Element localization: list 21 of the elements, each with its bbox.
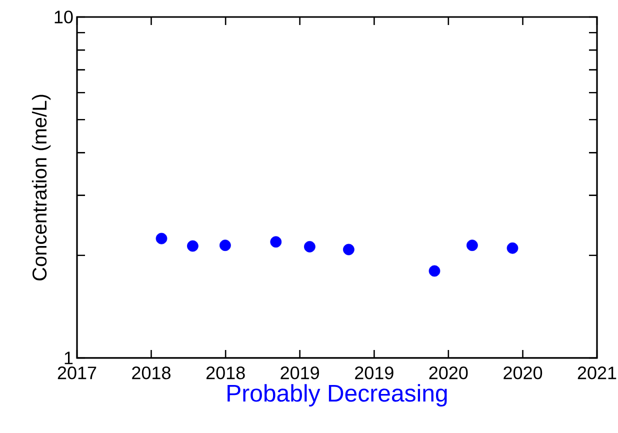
y-axis-title: Concentration (me/L) — [32, 94, 51, 280]
x-tick-label: 2019 — [280, 366, 319, 380]
x-tick-label: 2018 — [206, 366, 245, 380]
y-tick-label: 1 — [64, 352, 73, 364]
x-tick-label: 2020 — [429, 366, 468, 380]
x-tick-label: 2021 — [578, 366, 616, 380]
point — [187, 240, 198, 252]
point — [156, 232, 168, 244]
x-tick-label: 2020 — [504, 366, 542, 380]
point — [466, 240, 478, 252]
point — [343, 244, 354, 256]
x-tick-label: 2017 — [58, 366, 96, 380]
point — [506, 242, 518, 254]
x-tick-label: 2019 — [355, 366, 394, 380]
x-axis-title: Probably Decreasing — [228, 384, 447, 407]
point — [428, 265, 440, 277]
y-tick-label: 10 — [54, 10, 73, 24]
point — [270, 236, 282, 248]
point — [304, 241, 316, 252]
point — [220, 240, 231, 252]
x-tick-label: 2018 — [132, 366, 170, 380]
